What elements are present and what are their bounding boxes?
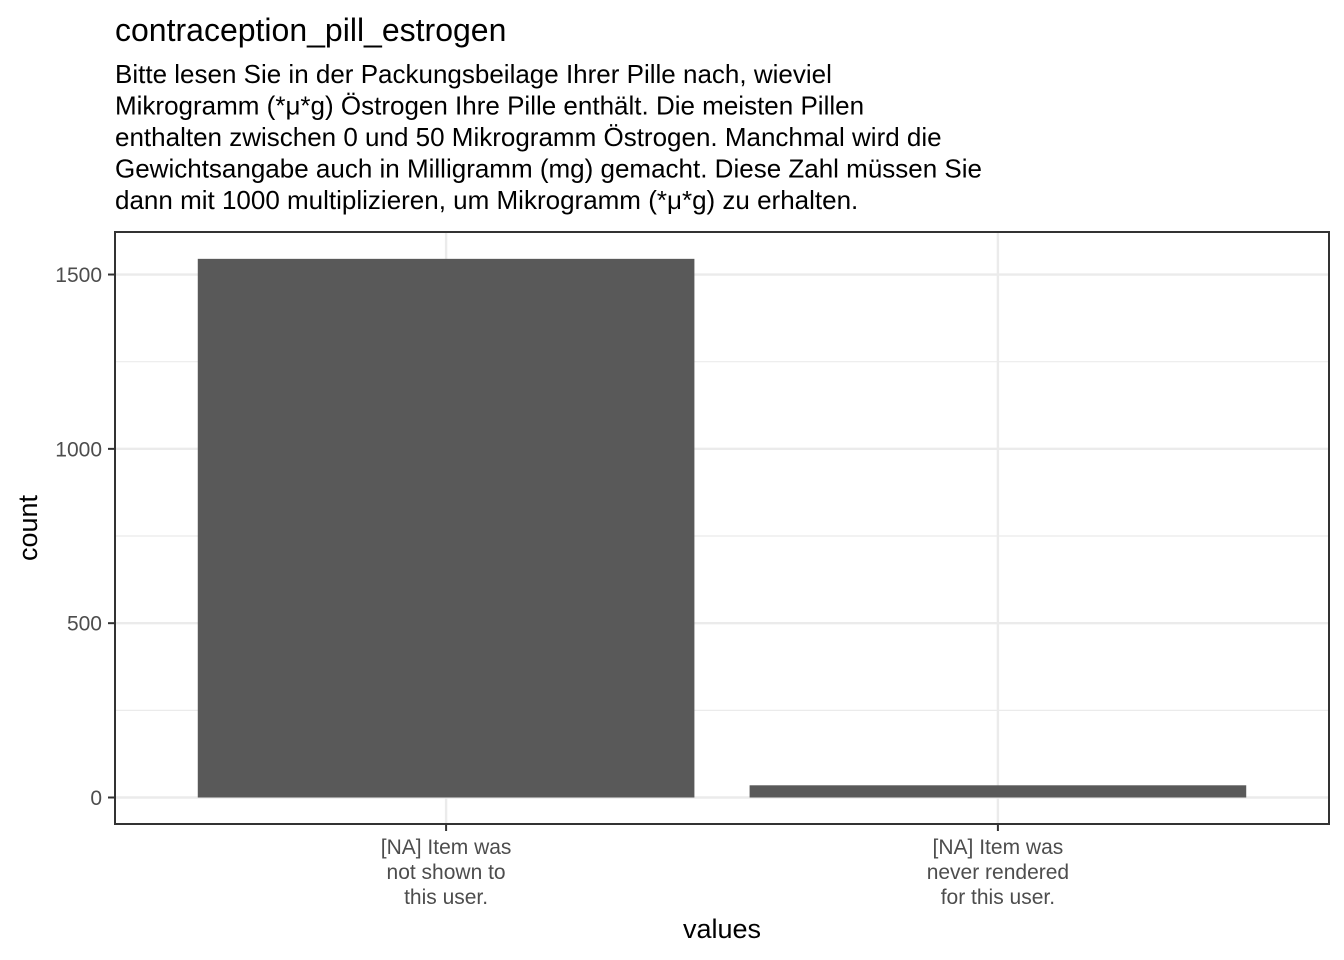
x-tick-label: this user. [404, 886, 488, 909]
panel-border [114, 231, 1330, 825]
y-axis: 0 500 1000 1500 [55, 264, 115, 810]
subtitle-line: dann mit 1000 multiplizieren, um Mikrogr… [115, 185, 858, 215]
chart-title: contraception_pill_estrogen [115, 12, 506, 48]
x-axis-label: values [683, 914, 761, 944]
x-tick-label: [NA] Item was [933, 836, 1064, 859]
subtitle-line: Bitte lesen Sie in der Packungsbeilage I… [115, 59, 832, 89]
bars [197, 258, 1247, 798]
y-tick-label: 1000 [55, 438, 102, 461]
x-tick-label: [NA] Item was [381, 836, 512, 859]
subtitle-line: Gewichtsangabe auch in Milligramm (mg) g… [115, 154, 982, 184]
y-tick-label: 500 [67, 613, 102, 636]
subtitle-line: Mikrogramm (*μ*g) Östrogen Ihre Pille en… [115, 91, 864, 121]
bar [197, 258, 695, 798]
x-tick-label: not shown to [387, 861, 506, 884]
y-tick-label: 0 [90, 787, 102, 810]
x-tick-label: for this user. [941, 886, 1055, 909]
x-tick-label: never rendered [927, 861, 1069, 884]
subtitle-line: enthalten zwischen 0 und 50 Mikrogramm Ö… [115, 122, 942, 152]
bar [749, 785, 1247, 798]
chart-subtitle: Bitte lesen Sie in der Packungsbeilage I… [115, 59, 982, 215]
y-axis-label: count [13, 494, 43, 561]
y-tick-label: 1500 [55, 264, 102, 287]
